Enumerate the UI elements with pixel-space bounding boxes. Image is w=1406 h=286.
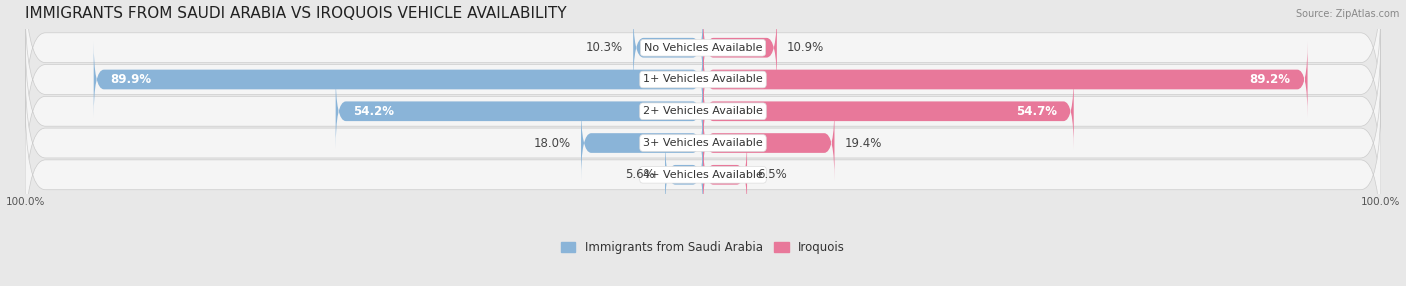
Text: 2+ Vehicles Available: 2+ Vehicles Available bbox=[643, 106, 763, 116]
FancyBboxPatch shape bbox=[94, 42, 703, 117]
FancyBboxPatch shape bbox=[703, 137, 747, 212]
FancyBboxPatch shape bbox=[665, 137, 703, 212]
FancyBboxPatch shape bbox=[336, 74, 703, 149]
FancyBboxPatch shape bbox=[703, 10, 778, 86]
Text: 54.7%: 54.7% bbox=[1015, 105, 1057, 118]
Text: 10.9%: 10.9% bbox=[787, 41, 824, 54]
FancyBboxPatch shape bbox=[25, 94, 1381, 255]
FancyBboxPatch shape bbox=[25, 63, 1381, 223]
Text: 18.0%: 18.0% bbox=[534, 136, 571, 150]
Text: 54.2%: 54.2% bbox=[353, 105, 394, 118]
Text: IMMIGRANTS FROM SAUDI ARABIA VS IROQUOIS VEHICLE AVAILABILITY: IMMIGRANTS FROM SAUDI ARABIA VS IROQUOIS… bbox=[25, 5, 567, 21]
Text: 19.4%: 19.4% bbox=[845, 136, 882, 150]
Text: Source: ZipAtlas.com: Source: ZipAtlas.com bbox=[1295, 9, 1399, 19]
Legend: Immigrants from Saudi Arabia, Iroquois: Immigrants from Saudi Arabia, Iroquois bbox=[558, 237, 848, 257]
FancyBboxPatch shape bbox=[703, 42, 1308, 117]
Text: 10.3%: 10.3% bbox=[586, 41, 623, 54]
Text: 4+ Vehicles Available: 4+ Vehicles Available bbox=[643, 170, 763, 180]
Text: No Vehicles Available: No Vehicles Available bbox=[644, 43, 762, 53]
Text: 5.6%: 5.6% bbox=[626, 168, 655, 181]
Text: 6.5%: 6.5% bbox=[758, 168, 787, 181]
FancyBboxPatch shape bbox=[581, 105, 703, 181]
Text: 3+ Vehicles Available: 3+ Vehicles Available bbox=[643, 138, 763, 148]
FancyBboxPatch shape bbox=[703, 105, 835, 181]
FancyBboxPatch shape bbox=[25, 0, 1381, 160]
FancyBboxPatch shape bbox=[703, 74, 1074, 149]
FancyBboxPatch shape bbox=[25, 31, 1381, 192]
Text: 1+ Vehicles Available: 1+ Vehicles Available bbox=[643, 74, 763, 84]
Text: 89.2%: 89.2% bbox=[1250, 73, 1291, 86]
FancyBboxPatch shape bbox=[25, 0, 1381, 128]
FancyBboxPatch shape bbox=[633, 10, 703, 86]
Text: 89.9%: 89.9% bbox=[111, 73, 152, 86]
